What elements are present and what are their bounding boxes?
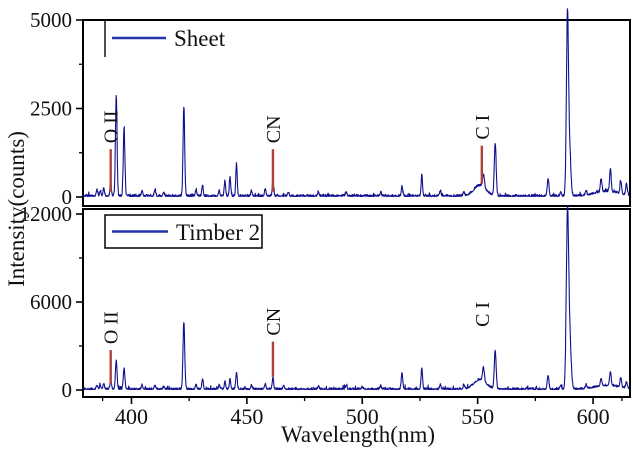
y-tick-label: 0 xyxy=(62,185,73,209)
y-axis-title: Intensity(counts) xyxy=(4,131,29,287)
spectrum-trace-0 xyxy=(82,8,630,197)
legend-box-1 xyxy=(104,214,263,249)
x-tick-label: 550 xyxy=(461,404,494,429)
annotation-label-cn: CN xyxy=(263,115,285,143)
y-tick-label: 0 xyxy=(62,378,73,402)
y-tick-label: 5000 xyxy=(30,8,72,32)
panel-frame-0 xyxy=(82,19,631,207)
x-axis-title: Wavelength(nm) xyxy=(281,422,435,447)
legend-label-0: Sheet xyxy=(174,26,226,51)
x-tick-label: 600 xyxy=(577,404,610,429)
x-tick-label: 500 xyxy=(346,404,379,429)
annotation-label-c-i: C I xyxy=(472,302,494,327)
annotation-label-o-ii: O II xyxy=(101,311,123,344)
y-tick-label: 2500 xyxy=(30,97,72,121)
annotation-label-o-ii: O II xyxy=(101,110,123,143)
x-tick-label: 450 xyxy=(230,404,263,429)
legend-label-1: Timber 2 xyxy=(176,220,260,245)
panel-frame-1 xyxy=(82,208,631,398)
annotation-label-cn: CN xyxy=(263,308,285,336)
x-tick-label: 400 xyxy=(115,404,148,429)
y-tick-label: 12000 xyxy=(20,202,73,226)
annotation-label-c-i: C I xyxy=(472,115,494,140)
y-tick-label: 6000 xyxy=(30,290,72,314)
spectrum-trace-1 xyxy=(82,205,630,391)
